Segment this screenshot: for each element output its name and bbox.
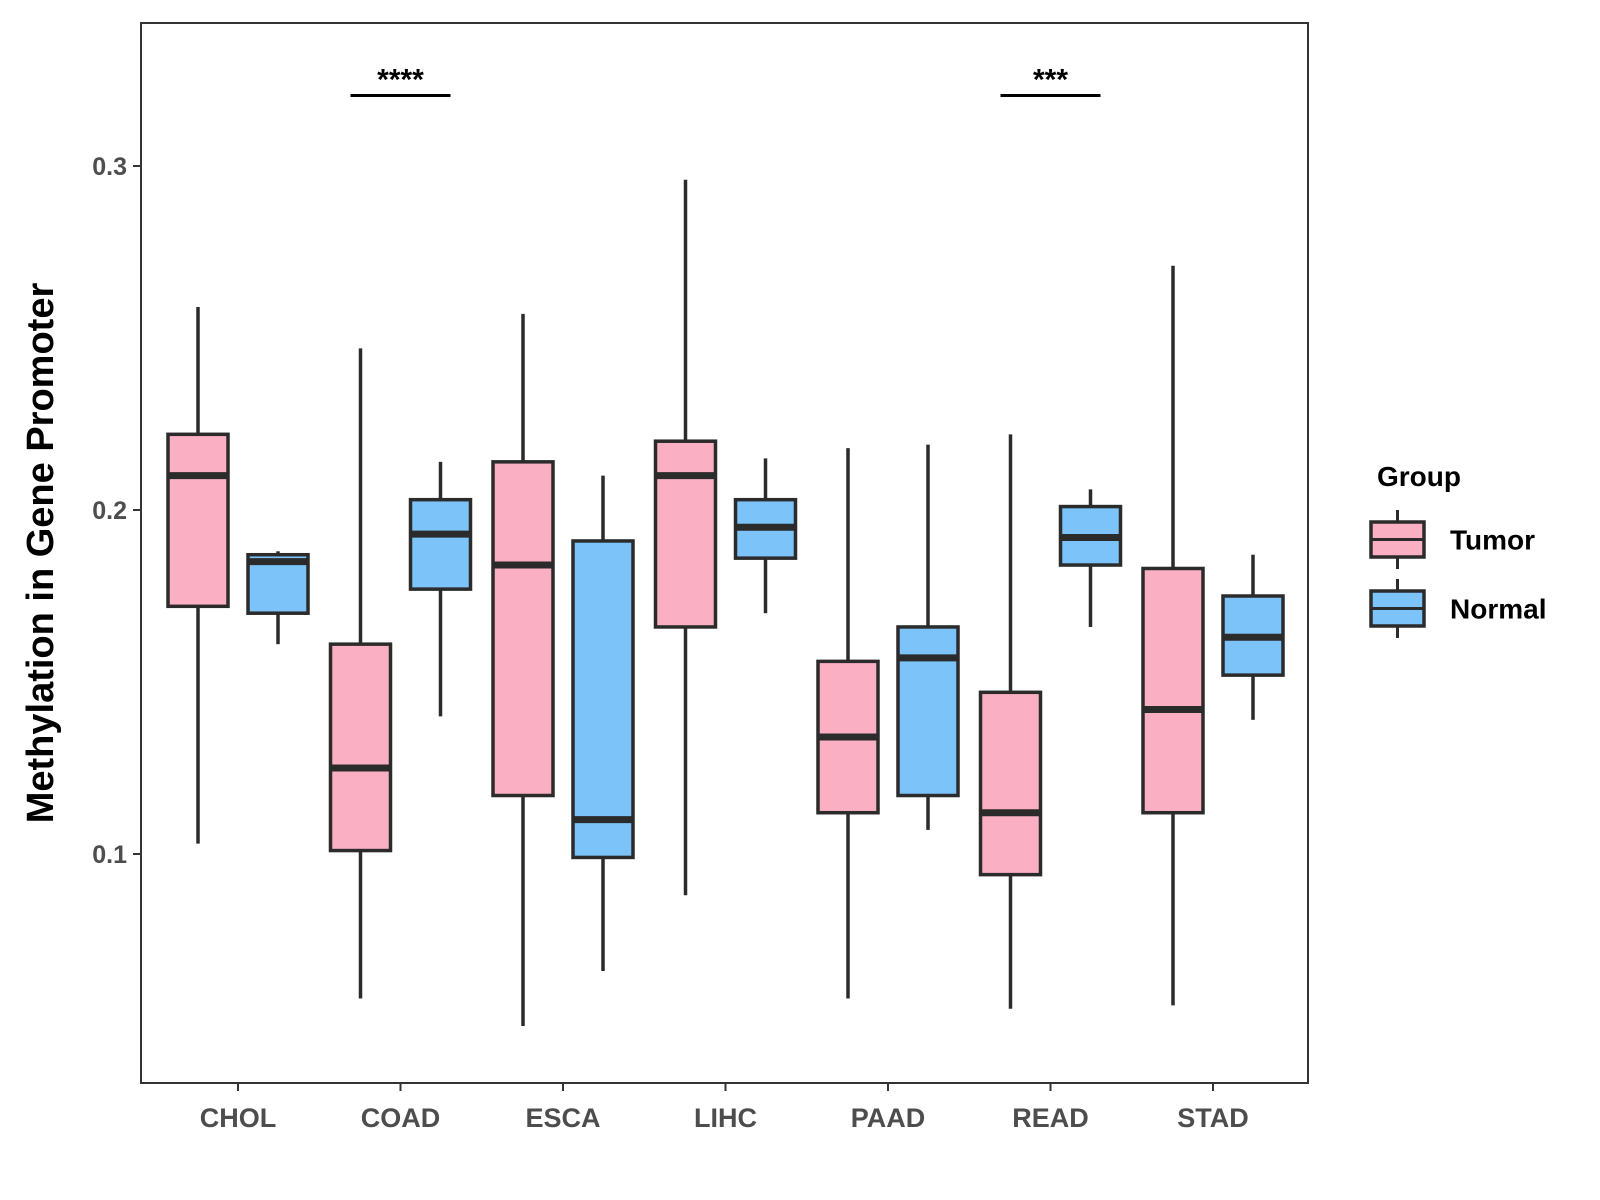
y-axis-title: Methylation in Gene Promoter xyxy=(20,283,62,824)
box-normal-lihc xyxy=(733,458,798,614)
box-tumor-read xyxy=(978,434,1043,1009)
significance-label: **** xyxy=(377,63,424,96)
box-normal-coad xyxy=(408,461,473,717)
legend-item-tumor: Tumor xyxy=(1369,510,1535,569)
y-tick-label: 0.3 xyxy=(92,153,127,181)
box-iqr xyxy=(896,625,960,798)
box-tumor-stad xyxy=(1141,265,1205,1006)
box-normal-read xyxy=(1058,489,1123,627)
legend-item-normal: Normal xyxy=(1369,579,1546,638)
box-tumor-coad xyxy=(328,348,393,999)
boxes-layer xyxy=(166,179,1285,1026)
x-tick-label: CHOL xyxy=(200,1103,277,1133)
axes-layer: 0.1 0.2 0.3 CHOL COAD ESCA LIHC PAAD READ STAD xyxy=(92,153,1249,1133)
box-iqr xyxy=(978,690,1043,877)
box-tumor-paad xyxy=(816,448,880,999)
x-tick-label: READ xyxy=(1012,1103,1089,1133)
x-tick-label: COAD xyxy=(361,1103,441,1133)
box-iqr xyxy=(571,539,635,860)
x-tick-label: PAAD xyxy=(851,1103,926,1133)
significance-layer: **** *** xyxy=(350,63,1101,97)
box-normal-esca xyxy=(571,475,635,971)
legend-label: Tumor xyxy=(1450,525,1535,556)
y-tick-label: 0.1 xyxy=(92,841,127,869)
box-iqr xyxy=(653,439,718,629)
box-normal-paad xyxy=(896,444,960,830)
x-tick-label: ESCA xyxy=(525,1103,600,1133)
box-normal-stad xyxy=(1221,554,1285,720)
x-tick-label: STAD xyxy=(1177,1103,1249,1133)
box-tumor-lihc xyxy=(653,179,718,896)
box-tumor-esca xyxy=(491,313,555,1026)
legend-title: Group xyxy=(1377,461,1461,492)
legend-label: Normal xyxy=(1450,594,1546,625)
box-iqr xyxy=(408,497,473,591)
legend: Group Tumor Normal xyxy=(1369,461,1546,638)
box-iqr xyxy=(491,460,555,798)
y-tick-label: 0.2 xyxy=(92,497,127,525)
box-tumor-chol xyxy=(166,307,230,844)
x-tick-label: LIHC xyxy=(694,1103,757,1133)
box-iqr xyxy=(328,642,393,853)
box-iqr xyxy=(1141,566,1205,815)
box-normal-chol xyxy=(246,551,310,645)
box-iqr xyxy=(166,432,230,609)
significance-label: *** xyxy=(1033,63,1068,96)
